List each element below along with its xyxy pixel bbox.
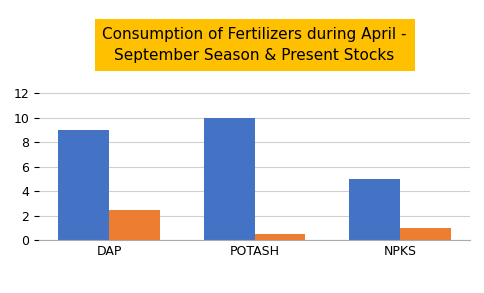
- Bar: [399, 228, 450, 240]
- Bar: [109, 210, 160, 240]
- Text: Consumption of Fertilizers during April -
September Season & Present Stocks: Consumption of Fertilizers during April …: [102, 27, 406, 63]
- Bar: [254, 234, 305, 240]
- Bar: [203, 118, 254, 240]
- Bar: [58, 130, 109, 240]
- Bar: [348, 179, 399, 240]
